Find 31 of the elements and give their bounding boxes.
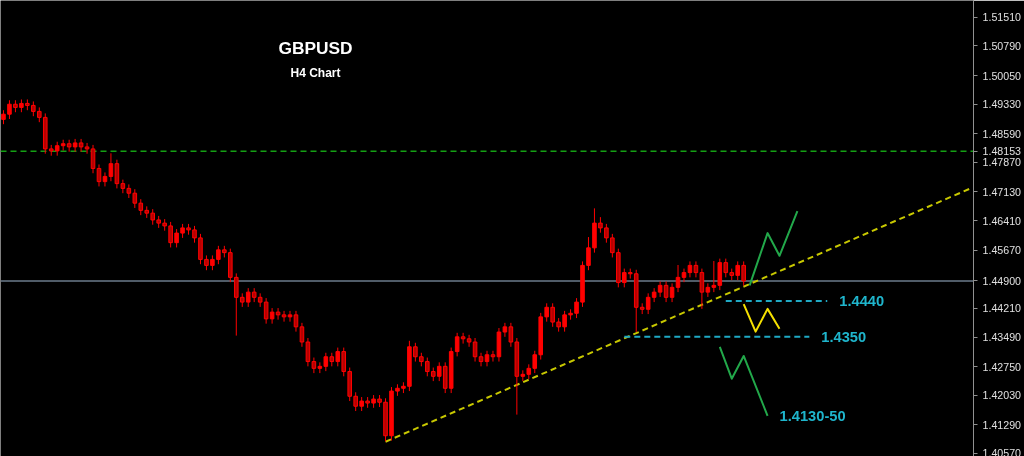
y-tick-label: 1.45670 bbox=[982, 244, 1022, 257]
y-tick-label: 1.42030 bbox=[982, 389, 1022, 402]
y-tick-label: 1.44210 bbox=[982, 302, 1022, 315]
series-label: 1.4130-50 bbox=[779, 407, 846, 424]
y-tick-label: 1.51510 bbox=[982, 11, 1022, 24]
candlestick bbox=[675, 264, 681, 293]
y-tick-label: 1.42750 bbox=[982, 360, 1022, 373]
y-tick-label: 1.41290 bbox=[982, 418, 1022, 431]
text: GBPUSD bbox=[278, 37, 353, 58]
line-series bbox=[742, 303, 781, 333]
y-tick-label: 1.50050 bbox=[982, 69, 1022, 82]
series-label: 1.4440 bbox=[839, 292, 885, 309]
candlestick bbox=[287, 310, 293, 323]
y-tick-label: 1.50790 bbox=[982, 39, 1022, 52]
line-series bbox=[718, 345, 769, 417]
candlestick bbox=[90, 144, 96, 174]
y-tick-label: 1.40570 bbox=[982, 446, 1022, 456]
text: H4 Chart bbox=[290, 65, 341, 80]
y-tick-label: 1.47130 bbox=[982, 186, 1022, 198]
candlestick bbox=[711, 260, 717, 293]
series-label: 1.4350 bbox=[821, 328, 867, 345]
candlestick bbox=[293, 310, 299, 333]
y-tick-label: 1.46410 bbox=[982, 214, 1022, 227]
y-tick-label: 1.49330 bbox=[982, 98, 1022, 111]
y-tick-label: 1.43490 bbox=[982, 331, 1022, 344]
line-series bbox=[748, 210, 799, 287]
y-tick-label: 1.48590 bbox=[982, 127, 1022, 140]
ref-line-label: 1.48153 bbox=[982, 145, 1022, 158]
y-tick-label: 1.47870 bbox=[982, 156, 1022, 169]
candlestick bbox=[681, 268, 687, 283]
ref-line-label: 1.44900 bbox=[982, 274, 1022, 287]
